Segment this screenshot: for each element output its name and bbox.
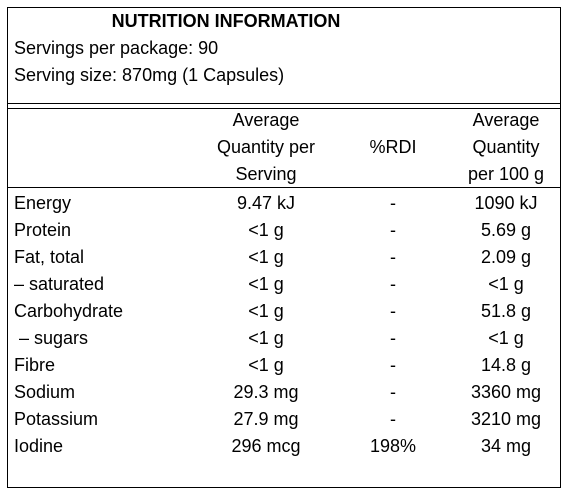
column-header: Quantity [472, 137, 540, 157]
cell: - [390, 220, 396, 240]
row-label: Fat, total [14, 247, 85, 267]
divider [8, 187, 560, 188]
column-header: %RDI [369, 137, 417, 157]
cell: - [390, 193, 396, 213]
cell: 34 mg [480, 436, 532, 456]
row-label: Fibre [14, 355, 56, 375]
title: NUTRITION INFORMATION [111, 11, 341, 31]
cell: - [390, 355, 396, 375]
cell: <1 g [488, 328, 524, 348]
cell: - [390, 274, 396, 294]
cell: 14.8 g [480, 355, 532, 375]
cell: <1 g [248, 220, 284, 240]
nutrition-panel: NUTRITION INFORMATION Servings per packa… [7, 7, 561, 488]
column-header: Average [232, 110, 300, 130]
servings: Servings per package: 90 [14, 38, 219, 58]
cell: 29.3 mg [233, 382, 299, 402]
cell: <1 g [248, 328, 284, 348]
cell: <1 g [488, 274, 524, 294]
cell: 2.09 g [480, 247, 532, 267]
cell: 198% [369, 436, 417, 456]
row-label: Carbohydrate [14, 301, 124, 321]
cell: - [390, 409, 396, 429]
cell: - [390, 247, 396, 267]
row-label: Sodium [14, 382, 76, 402]
cell: <1 g [248, 301, 284, 321]
row-label: Iodine [14, 436, 64, 456]
cell: <1 g [248, 355, 284, 375]
row-label: – saturated [14, 274, 105, 294]
cell: 27.9 mg [233, 409, 299, 429]
row-label: Energy [14, 193, 72, 213]
cell: - [390, 328, 396, 348]
cell: <1 g [248, 274, 284, 294]
cell: 9.47 kJ [236, 193, 296, 213]
cell: <1 g [248, 247, 284, 267]
column-header: Quantity per [216, 137, 316, 157]
divider [8, 108, 560, 109]
serving-size: Serving size: 870mg (1 Capsules) [14, 65, 285, 85]
row-label: Potassium [14, 409, 99, 429]
cell: 5.69 g [480, 220, 532, 240]
column-header: Serving [235, 164, 297, 184]
cell: 296 mcg [231, 436, 301, 456]
cell: - [390, 382, 396, 402]
column-header: Average [472, 110, 540, 130]
column-header: per 100 g [467, 164, 545, 184]
cell: 3210 mg [470, 409, 542, 429]
cell: 51.8 g [480, 301, 532, 321]
row-label: Protein [14, 220, 72, 240]
cell: - [390, 301, 396, 321]
cell: 3360 mg [470, 382, 542, 402]
cell: 1090 kJ [474, 193, 538, 213]
divider [8, 103, 560, 104]
row-label: – sugars [14, 328, 89, 348]
